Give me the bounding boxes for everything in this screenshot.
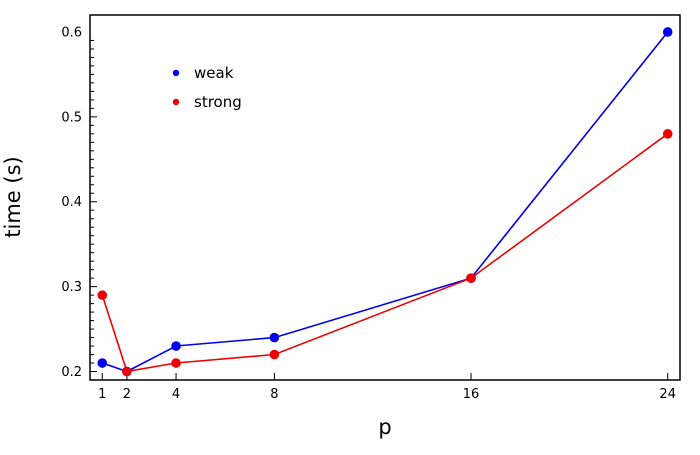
y-tick-label: 0.3 bbox=[61, 280, 82, 295]
data-point-weak bbox=[269, 332, 280, 343]
data-point-weak bbox=[662, 27, 673, 37]
y-tick-label: 0.6 bbox=[61, 25, 82, 40]
x-axis-title: p bbox=[378, 415, 391, 439]
x-tick-label: 1 bbox=[98, 387, 106, 402]
data-point-strong bbox=[97, 290, 108, 300]
series-line-strong bbox=[101, 133, 669, 373]
y-axis-title: time (s) bbox=[1, 156, 25, 237]
plot-frame bbox=[89, 14, 681, 381]
x-tick-label: 2 bbox=[123, 387, 131, 402]
y-tick-label: 0.2 bbox=[61, 365, 82, 380]
data-point-strong bbox=[662, 129, 673, 139]
data-point-weak bbox=[97, 358, 108, 368]
y-tick-label: 0.5 bbox=[61, 110, 82, 125]
x-tick-label: 8 bbox=[270, 387, 278, 402]
data-point-strong bbox=[171, 358, 181, 368]
legend-marker-strong bbox=[172, 98, 180, 106]
y-axis: 0.2 0.3 0.4 0.5 0.6 bbox=[61, 25, 97, 381]
series-points bbox=[97, 27, 673, 377]
series-lines bbox=[101, 31, 669, 373]
y-tick-label: 0.4 bbox=[61, 195, 82, 210]
x-tick-label: 16 bbox=[463, 387, 480, 402]
x-tick-label: 24 bbox=[659, 387, 676, 402]
data-point-weak bbox=[171, 341, 181, 351]
data-point-strong bbox=[122, 366, 132, 377]
legend: weak strong bbox=[172, 64, 242, 111]
x-axis: 1 2 4 8 16 24 bbox=[98, 373, 676, 402]
series-line-weak bbox=[102, 31, 669, 373]
data-point-strong bbox=[269, 349, 280, 360]
legend-label-weak: weak bbox=[194, 64, 234, 82]
data-point-strong bbox=[466, 273, 476, 283]
legend-label-strong: strong bbox=[194, 93, 242, 111]
legend-marker-weak bbox=[172, 69, 180, 77]
x-tick-label: 4 bbox=[172, 387, 180, 402]
